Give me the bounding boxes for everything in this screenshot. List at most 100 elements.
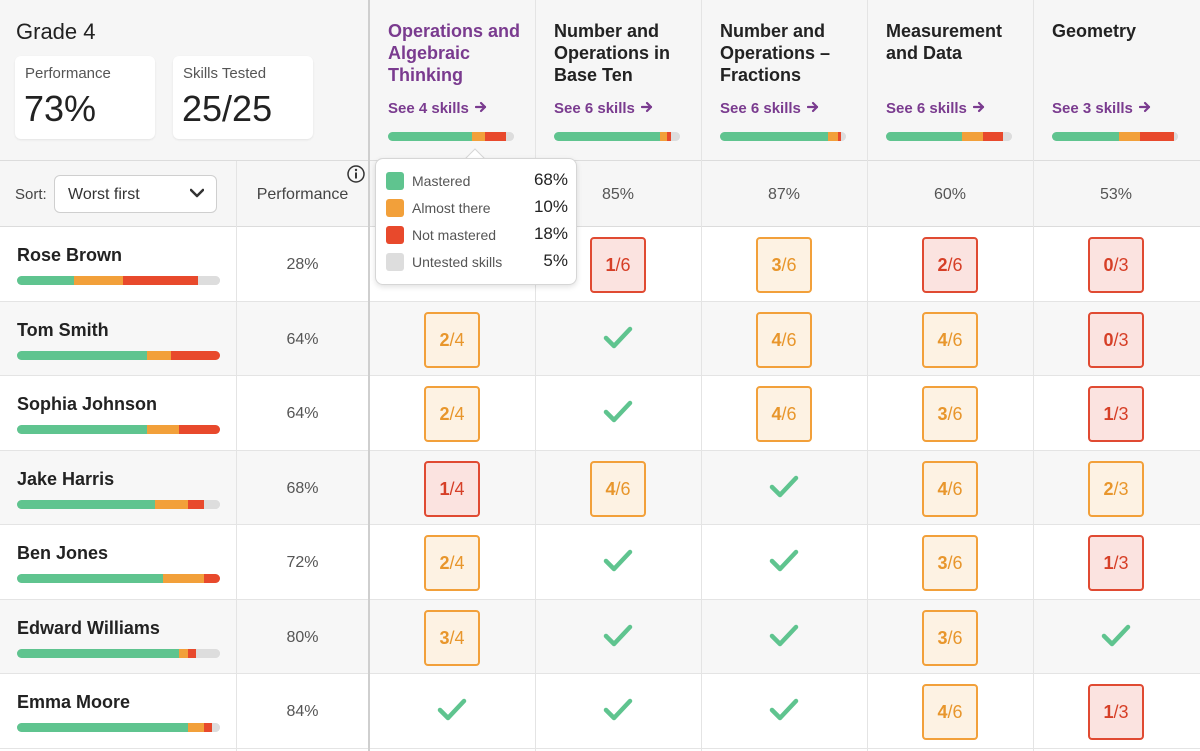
see-skills-link[interactable]: See 3 skills — [1052, 100, 1151, 117]
score-separator: / — [947, 627, 953, 648]
table-row[interactable]: Ben Jones 72% 2/4 3/6 1/3 — [0, 525, 1200, 600]
legend-value: 18% — [533, 224, 568, 243]
checkmark-icon[interactable] — [769, 623, 799, 649]
score-separator: / — [947, 255, 953, 275]
skill-score-badge[interactable]: 1/3 — [1088, 386, 1144, 442]
skill-score-badge[interactable]: 0/3 — [1088, 311, 1144, 368]
score-mastered-count: 2 — [439, 404, 450, 424]
skill-score-badge[interactable]: 2/3 — [1088, 460, 1144, 517]
student-name[interactable]: Ben Jones — [17, 543, 109, 563]
see-skills-link-label: See 6 skills — [886, 100, 967, 117]
score-separator: / — [449, 478, 455, 499]
see-skills-link[interactable]: See 6 skills — [886, 100, 985, 117]
checkmark-icon[interactable] — [769, 474, 799, 500]
domain-column-1[interactable]: Operations and Algebraic Thinking See 4 s… — [369, 0, 535, 161]
see-skills-link[interactable]: See 6 skills — [720, 100, 819, 117]
see-skills-link[interactable]: See 6 skills — [554, 100, 653, 117]
skill-score-badge[interactable]: 3/4 — [424, 609, 480, 666]
skill-score-badge[interactable]: 1/3 — [1088, 535, 1144, 591]
student-name[interactable]: Rose Brown — [17, 245, 123, 265]
student-name[interactable]: Sophia Johnson — [17, 394, 158, 414]
checkmark-icon[interactable] — [603, 325, 633, 351]
score-separator: / — [615, 255, 621, 275]
domain-column-4[interactable]: Measurement and Data See 6 skills — [867, 0, 1033, 161]
score-total-count: 6 — [952, 553, 963, 573]
table-row[interactable]: Emma Moore 84% 4/6 1/3 — [0, 674, 1200, 749]
skill-score-badge[interactable]: 4/6 — [922, 460, 978, 517]
score-separator: / — [1113, 404, 1119, 424]
student-distribution-bar — [17, 499, 220, 509]
table-row[interactable]: Rose Brown 28% 1/6 3/6 2/6 0/3 — [0, 227, 1200, 302]
domain-title[interactable]: Operations and Algebraic Thinking — [388, 21, 521, 85]
not-mastered-segment — [667, 132, 672, 141]
skill-score-badge[interactable]: 4/6 — [756, 311, 812, 368]
skill-score-badge[interactable]: 0/3 — [1088, 237, 1144, 293]
student-distribution-bar — [17, 648, 220, 658]
domain-title[interactable]: Number and Operations – Fractions — [720, 21, 831, 85]
checkmark-icon[interactable] — [603, 548, 633, 574]
domain-title[interactable]: Number and Operations in Base Ten — [554, 21, 671, 85]
domain-column-3[interactable]: Number and Operations – Fractions See 6 s… — [701, 0, 867, 161]
almost-there-segment — [961, 132, 983, 141]
mastered-segment — [17, 648, 180, 658]
skill-score-badge[interactable]: 2/6 — [922, 237, 978, 293]
distribution-tooltip: Mastered 68% Almost there 10% Not mastered 18… — [375, 158, 577, 285]
skill-score-badge[interactable]: 2/4 — [424, 386, 480, 442]
skill-score-badge[interactable]: 3/6 — [756, 237, 812, 293]
arrow-right-icon — [806, 101, 819, 113]
skill-score-badge[interactable]: 1/3 — [1088, 684, 1144, 740]
score-separator: / — [781, 255, 787, 275]
skill-score-badge[interactable]: 4/6 — [922, 311, 978, 368]
sort-dropdown[interactable]: Worst first — [54, 175, 217, 213]
skill-score-badge[interactable]: 3/6 — [922, 609, 978, 666]
score-total-count: 3 — [1118, 404, 1129, 424]
skill-score-badge[interactable]: 2/4 — [424, 535, 480, 591]
not-mastered-segment — [179, 425, 220, 434]
domain-title[interactable]: Geometry — [1052, 21, 1137, 41]
skill-score-badge[interactable]: 1/4 — [424, 460, 480, 517]
student-name[interactable]: Emma Moore — [17, 692, 131, 712]
student-name[interactable]: Tom Smith — [17, 319, 109, 340]
domain-column-5[interactable]: Geometry See 3 skills — [1033, 0, 1199, 161]
table-row[interactable]: Edward Williams 80% 3/4 3/6 — [0, 599, 1200, 674]
score-separator: / — [947, 702, 953, 722]
mastered-segment — [720, 132, 829, 141]
domain-title[interactable]: Measurement and Data — [886, 21, 1003, 63]
domain-percentage: 85% — [601, 186, 635, 203]
checkmark-icon[interactable] — [769, 697, 799, 723]
checkmark-icon[interactable] — [437, 697, 467, 723]
skills-tested-card-label: Skills Tested — [183, 65, 267, 82]
checkmark-icon[interactable] — [603, 399, 633, 425]
almost-there-segment — [1118, 132, 1141, 141]
skill-score-badge[interactable]: 2/4 — [424, 311, 480, 368]
student-name[interactable]: Edward Williams — [17, 617, 160, 638]
score-mastered-count: 4 — [937, 478, 948, 499]
checkmark-icon[interactable] — [769, 548, 799, 574]
domain-distribution-bar — [720, 132, 846, 141]
skill-score-badge[interactable]: 4/6 — [590, 460, 646, 517]
skill-score-badge[interactable]: 3/6 — [922, 535, 978, 591]
info-icon[interactable] — [347, 165, 365, 183]
score-mastered-count: 1 — [605, 255, 616, 275]
student-performance: 84% — [286, 703, 319, 720]
untested-segment — [671, 132, 680, 141]
checkmark-icon[interactable] — [603, 623, 633, 649]
student-name[interactable]: Jake Harris — [17, 468, 115, 489]
skill-score-badge[interactable]: 1/6 — [590, 237, 646, 293]
skill-score-badge[interactable]: 4/6 — [756, 386, 812, 442]
table-row[interactable]: Tom Smith 64% 2/4 4/6 4/6 0/3 — [0, 301, 1200, 376]
student-performance: 64% — [286, 330, 319, 348]
score-total-count: 6 — [620, 478, 631, 499]
legend-label: Almost there — [412, 200, 491, 216]
table-row[interactable]: Jake Harris 68% 1/4 4/6 4/6 2/3 — [0, 450, 1200, 525]
domain-column-2[interactable]: Number and Operations in Base Ten See 6 s… — [535, 0, 701, 161]
score-total-count: 4 — [454, 329, 465, 350]
domain-percentage: 87% — [767, 186, 801, 203]
checkmark-icon[interactable] — [603, 697, 633, 723]
checkmark-icon[interactable] — [1101, 623, 1131, 649]
score-mastered-count: 4 — [937, 702, 948, 722]
skill-score-badge[interactable]: 4/6 — [922, 684, 978, 740]
skill-score-badge[interactable]: 3/6 — [922, 386, 978, 442]
table-row[interactable]: Sophia Johnson 64% 2/4 4/6 3/6 1/3 — [0, 376, 1200, 451]
see-skills-link[interactable]: See 4 skills — [388, 100, 487, 117]
